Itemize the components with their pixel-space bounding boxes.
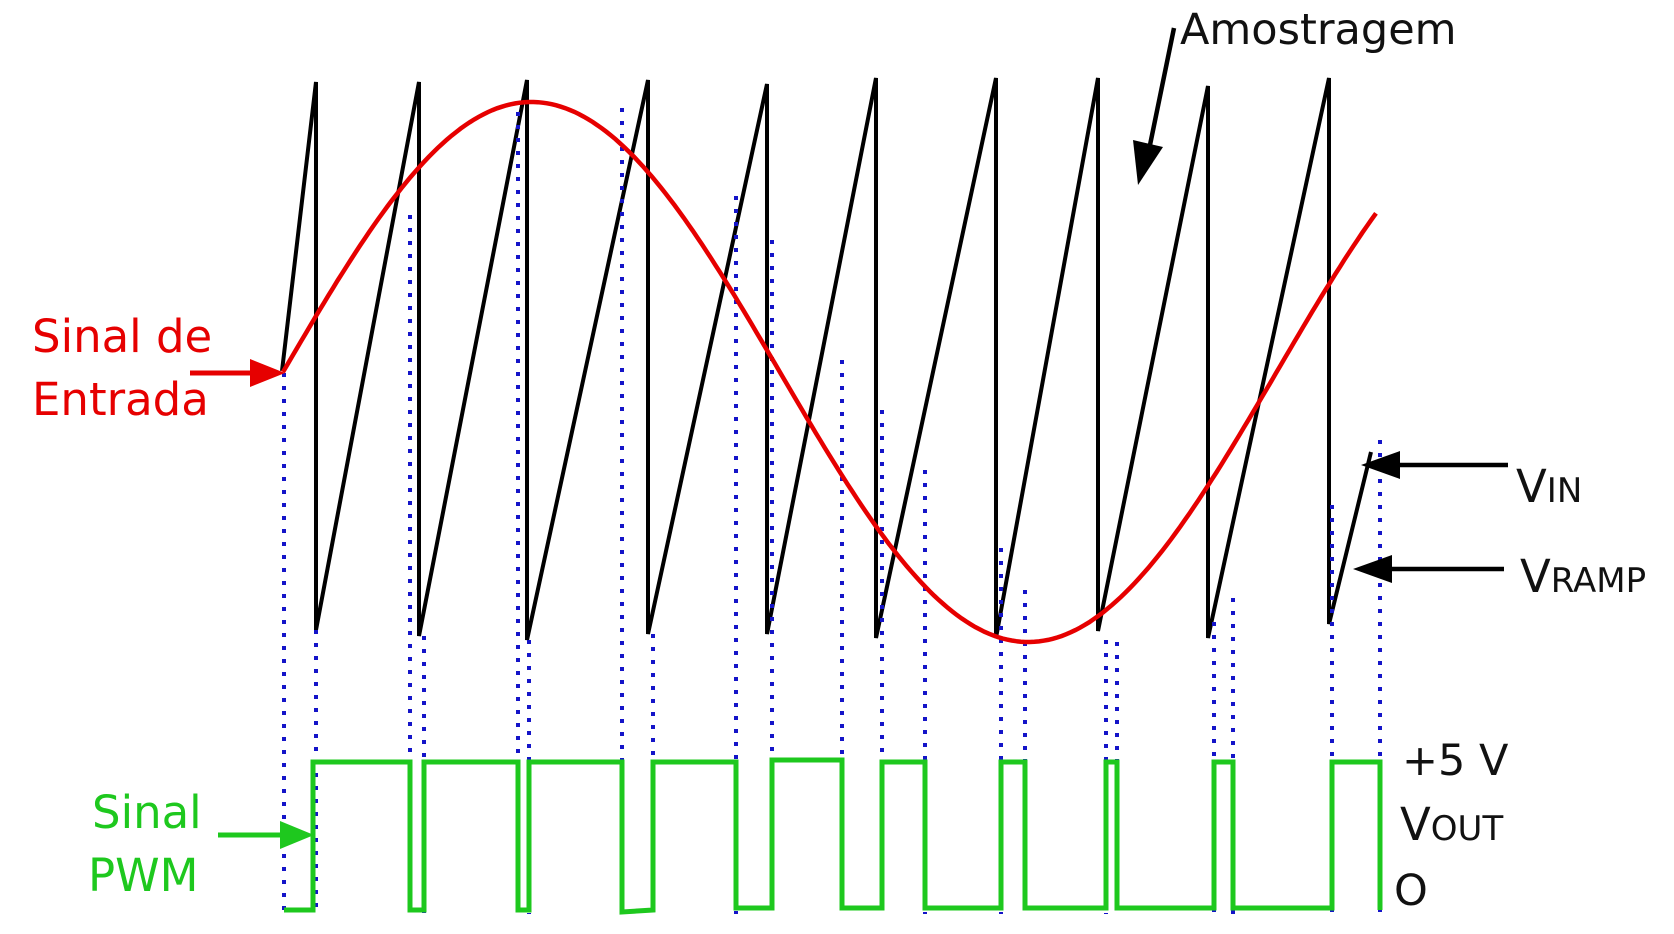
input-signal-label-line2: Entrada — [32, 373, 209, 426]
arrow-left-icon — [1353, 555, 1504, 583]
vin-label: VIN — [1516, 460, 1582, 513]
high-level-label: +5 V — [1402, 736, 1509, 786]
pwm-signal-label-line2: PWM — [88, 849, 198, 902]
input-signal-label-line1: Sinal de — [32, 310, 212, 363]
arrow-right-icon — [190, 359, 285, 387]
ramp-waveform — [280, 77, 1373, 641]
input-signal-waveform — [281, 99, 1378, 645]
vout-label: VOUT — [1400, 798, 1503, 851]
pwm-signal-label-line1: Sinal — [92, 786, 202, 839]
arrow-down-icon — [1133, 27, 1177, 185]
pwm-waveform — [284, 757, 1383, 915]
arrow-right-icon — [218, 821, 314, 849]
arrow-left-icon — [1361, 451, 1508, 479]
sampling-label: Amostragem — [1180, 5, 1457, 55]
vramp-label: VRAMP — [1520, 550, 1646, 603]
low-level-label: O — [1394, 866, 1428, 916]
